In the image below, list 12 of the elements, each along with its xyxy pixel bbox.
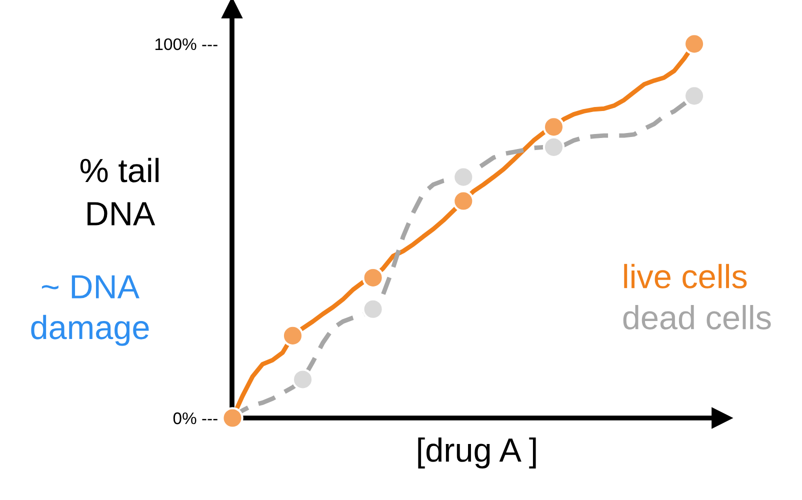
point <box>452 190 474 212</box>
text: dead cells <box>623 305 771 330</box>
point <box>452 166 474 188</box>
text: live cells <box>624 264 747 288</box>
point <box>222 407 244 429</box>
point <box>282 324 304 347</box>
y-axis-title: % tail DNA <box>80 158 159 226</box>
point <box>542 116 565 138</box>
text: ~ DNA damage <box>31 275 149 346</box>
y-tick-label: 100% --- <box>155 38 218 50</box>
y-tick-label: 0% --- <box>173 412 218 424</box>
x-axis-title: [drug A ] <box>418 437 536 469</box>
